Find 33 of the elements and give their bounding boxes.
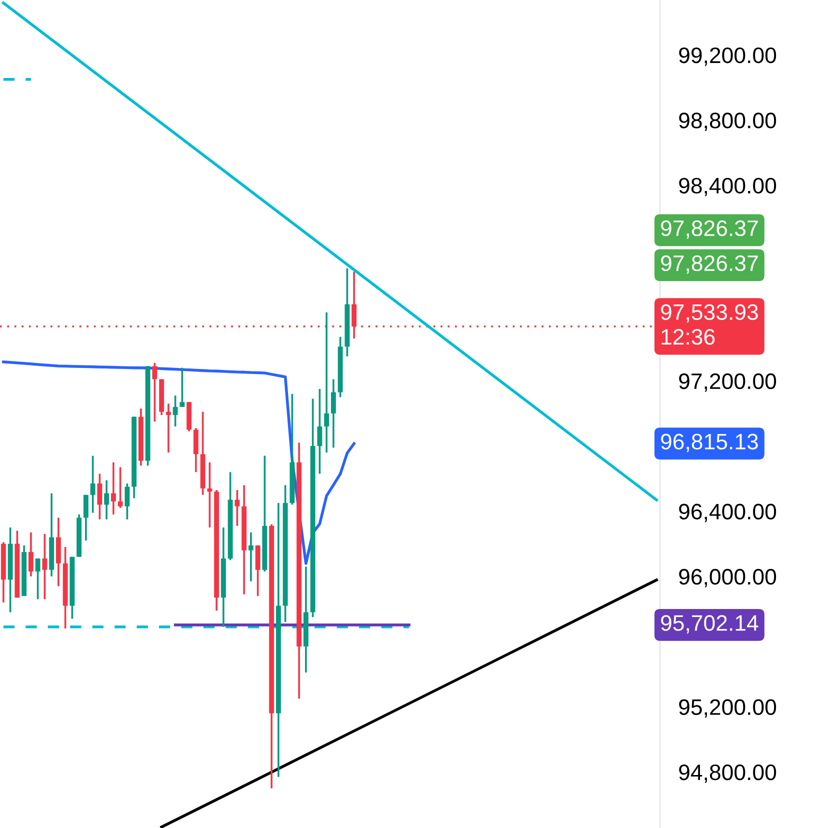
candlestick xyxy=(207,461,212,528)
text: 97,826.37 xyxy=(661,220,758,239)
candlestick xyxy=(172,394,178,428)
y-tick-label: 99,200.00 xyxy=(679,47,776,66)
candlestick xyxy=(97,472,102,520)
text: 95,702.14 xyxy=(661,615,758,634)
y-tick-label: 98,400.00 xyxy=(679,178,776,196)
candlestick xyxy=(118,466,123,509)
ref-line-label: 97,533.93 12:36 xyxy=(661,304,758,345)
y-tick-label: 98,800.00 xyxy=(679,112,776,131)
candlestick xyxy=(124,482,130,520)
candlestick xyxy=(330,378,336,449)
y-tick-label: 95,200.00 xyxy=(679,699,776,718)
candlestick xyxy=(35,558,40,600)
candlestick xyxy=(317,388,322,475)
y-tick-label: 94,800.00 xyxy=(679,764,776,783)
text: 97,826.37 xyxy=(661,255,758,274)
candlestick xyxy=(42,533,48,600)
y-tick-label: 96,400.00 xyxy=(679,504,776,522)
candlestick xyxy=(28,531,34,578)
y-tick-label: 97,200.00 xyxy=(679,373,776,392)
candlestick xyxy=(248,531,254,582)
candlestick xyxy=(324,311,330,454)
candlestick xyxy=(110,461,116,516)
candlestick xyxy=(152,362,158,422)
text: 96,815.13 xyxy=(661,434,758,452)
candlestick xyxy=(166,402,171,454)
candlestick xyxy=(234,489,240,527)
candlestick xyxy=(90,454,96,514)
candlestick xyxy=(180,366,185,408)
y-tick-label: 96,000.00 xyxy=(679,568,776,588)
candlestick xyxy=(83,494,88,542)
candlestick xyxy=(104,479,110,520)
